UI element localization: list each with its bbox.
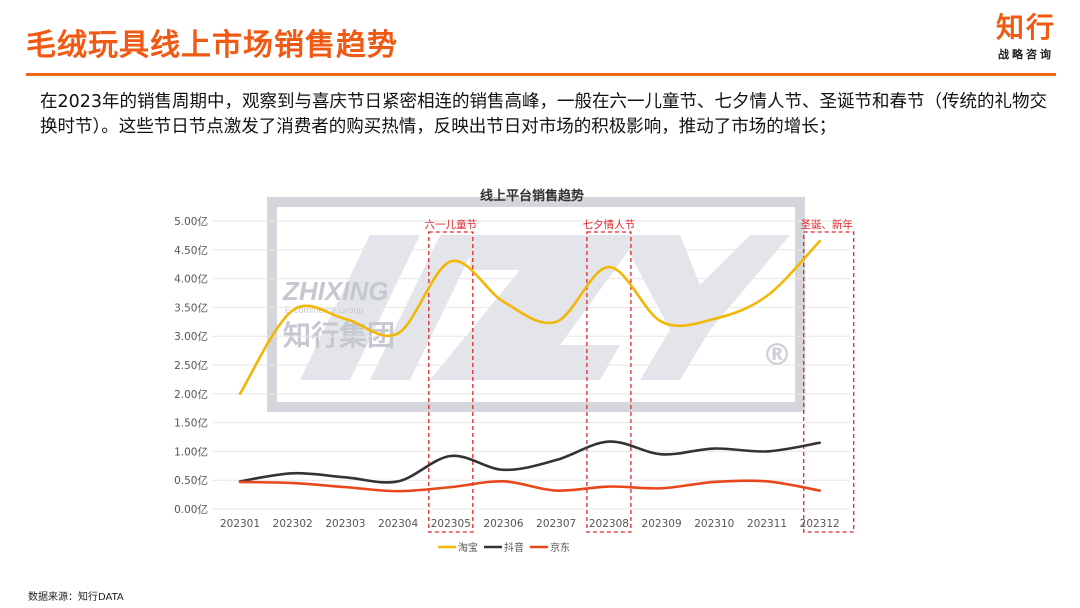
- brand-tagline: 战略咨询: [997, 48, 1054, 61]
- registered-icon: ®: [762, 338, 792, 373]
- x-tick-label: 202310: [694, 518, 734, 530]
- x-tick-label: 202301: [220, 518, 260, 530]
- highlight-box: [586, 231, 632, 533]
- y-tick-label: 0.00亿: [174, 503, 208, 516]
- x-tick-label: 202306: [483, 518, 523, 530]
- annotation-label: 圣诞、新年: [800, 218, 853, 231]
- annotation-label: 六一儿童节: [425, 218, 478, 231]
- y-tick-label: 1.50亿: [174, 417, 208, 430]
- watermark-text: ZHIXING: [282, 276, 388, 306]
- legend-label: 淘宝: [458, 541, 478, 554]
- y-tick-label: 2.50亿: [174, 359, 208, 372]
- y-tick-label: 0.50亿: [174, 474, 208, 487]
- x-tick-label: 202311: [747, 518, 787, 530]
- highlight-box: [428, 231, 474, 533]
- series-line: [238, 440, 821, 484]
- x-tick-label: 202303: [325, 518, 365, 530]
- title-divider: [26, 73, 1056, 76]
- x-tick-label: 202312: [800, 518, 840, 530]
- x-tick-label: 202305: [431, 518, 471, 530]
- data-source-note: 数据来源：知行DATA: [28, 592, 124, 603]
- annotation-label: 七夕情人节: [583, 218, 636, 231]
- x-tick-label: 202309: [642, 518, 682, 530]
- highlight-box: [803, 231, 855, 533]
- legend-label: 京东: [550, 541, 570, 554]
- watermark-frame: [267, 197, 805, 412]
- x-tick-label: 202307: [536, 518, 576, 530]
- watermark-slashes: [300, 235, 480, 380]
- brand-logo: 知行 战略咨询: [996, 12, 1056, 62]
- y-tick-label: 1.00亿: [174, 445, 208, 458]
- x-tick-label: 202304: [378, 518, 418, 530]
- x-tick-label: 202302: [273, 518, 313, 530]
- y-tick-label: 4.50亿: [174, 244, 208, 257]
- watermark-cn: 知行集团: [283, 319, 395, 352]
- y-tick-label: 3.50亿: [174, 301, 208, 314]
- y-tick-label: 4.00亿: [174, 273, 208, 286]
- brand-name: 知行: [995, 11, 1056, 44]
- series-line: [238, 239, 821, 396]
- x-tick-label: 202308: [589, 518, 629, 530]
- chart-title: 线上平台销售趋势: [480, 188, 584, 204]
- legend-label: 抖音: [504, 541, 524, 554]
- y-tick-label: 5.00亿: [174, 215, 208, 228]
- page-title: 毛绒玩具线上市场销售趋势: [26, 28, 398, 63]
- y-tick-label: 3.00亿: [174, 330, 208, 343]
- y-tick-label: 2.00亿: [174, 388, 208, 401]
- series-line: [238, 479, 821, 493]
- intro-paragraph: 在2023年的销售周期中，观察到与喜庆节日紧密相连的销售高峰，一般在六一儿童节、…: [40, 92, 1048, 137]
